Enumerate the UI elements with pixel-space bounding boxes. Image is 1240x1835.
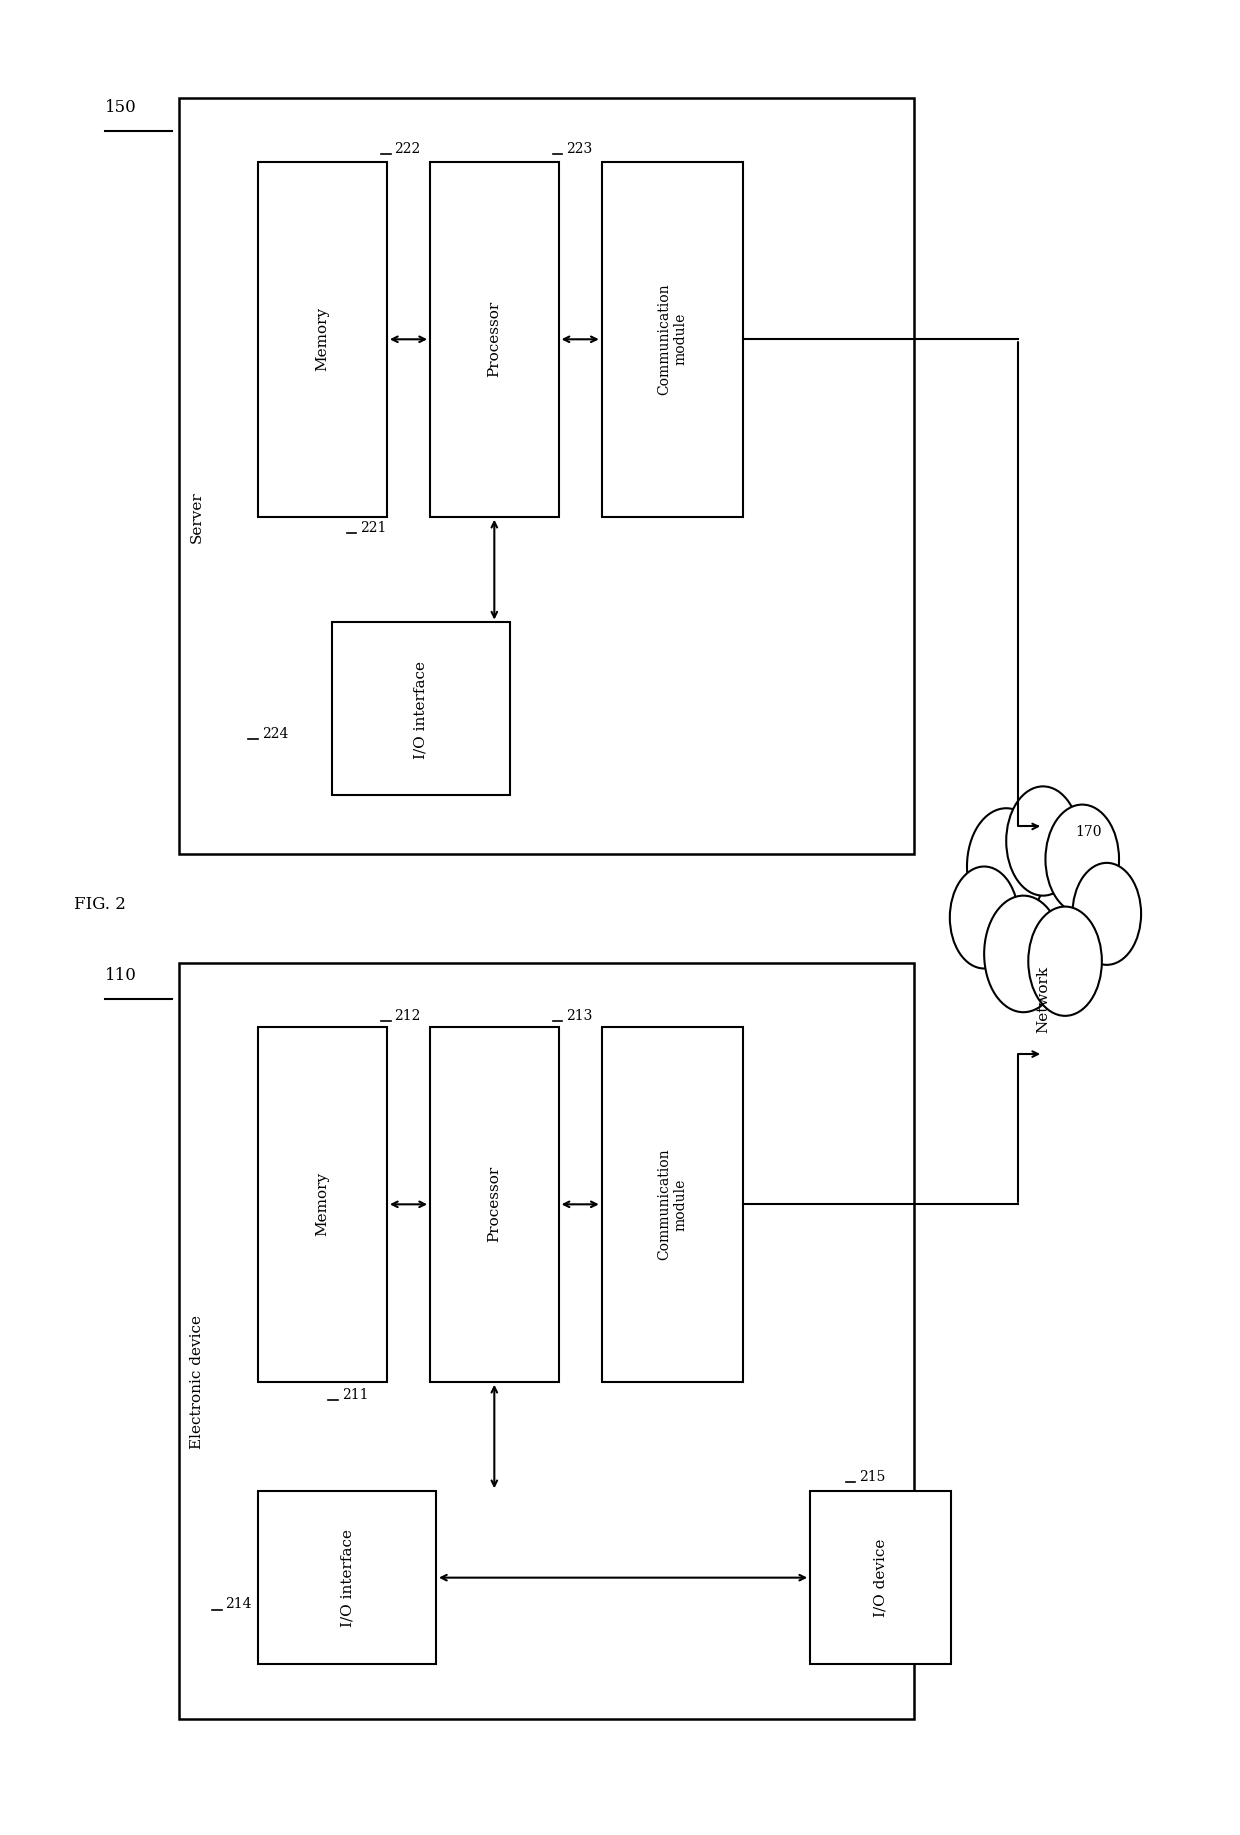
Text: Server: Server: [190, 492, 205, 543]
Circle shape: [950, 866, 1018, 969]
Text: I/O device: I/O device: [873, 1538, 888, 1617]
Text: 224: 224: [262, 727, 289, 741]
FancyBboxPatch shape: [430, 1028, 559, 1382]
Text: 150: 150: [105, 99, 136, 116]
Text: 222: 222: [394, 141, 420, 156]
Circle shape: [1006, 787, 1080, 895]
Circle shape: [985, 895, 1063, 1013]
FancyBboxPatch shape: [258, 161, 387, 517]
Text: 215: 215: [859, 1470, 885, 1483]
Text: 214: 214: [226, 1596, 252, 1611]
Text: Electronic device: Electronic device: [190, 1316, 205, 1450]
Text: Memory: Memory: [316, 306, 330, 371]
Text: I/O interface: I/O interface: [340, 1529, 355, 1626]
Circle shape: [1028, 906, 1102, 1017]
FancyBboxPatch shape: [179, 97, 914, 853]
Text: 170: 170: [1075, 826, 1101, 839]
Text: Communication
module: Communication module: [657, 1149, 687, 1261]
Text: Memory: Memory: [316, 1173, 330, 1237]
Text: 221: 221: [360, 521, 387, 534]
FancyBboxPatch shape: [601, 161, 743, 517]
Text: 213: 213: [565, 1009, 593, 1022]
Text: 110: 110: [105, 967, 136, 984]
FancyBboxPatch shape: [258, 1492, 436, 1664]
Circle shape: [1045, 804, 1118, 914]
FancyBboxPatch shape: [430, 161, 559, 517]
Text: 212: 212: [394, 1009, 420, 1022]
Text: 211: 211: [342, 1387, 368, 1402]
FancyBboxPatch shape: [601, 1028, 743, 1382]
Text: Processor: Processor: [487, 301, 501, 378]
Text: 223: 223: [565, 141, 593, 156]
FancyBboxPatch shape: [258, 1028, 387, 1382]
Circle shape: [967, 807, 1045, 925]
Text: Processor: Processor: [487, 1167, 501, 1242]
FancyBboxPatch shape: [179, 963, 914, 1719]
Text: FIG. 2: FIG. 2: [74, 895, 126, 914]
Circle shape: [1073, 862, 1141, 965]
FancyBboxPatch shape: [810, 1492, 951, 1664]
Text: Communication
module: Communication module: [657, 283, 687, 395]
FancyBboxPatch shape: [332, 622, 510, 796]
Text: I/O interface: I/O interface: [414, 661, 428, 760]
Text: Network: Network: [1035, 965, 1050, 1033]
